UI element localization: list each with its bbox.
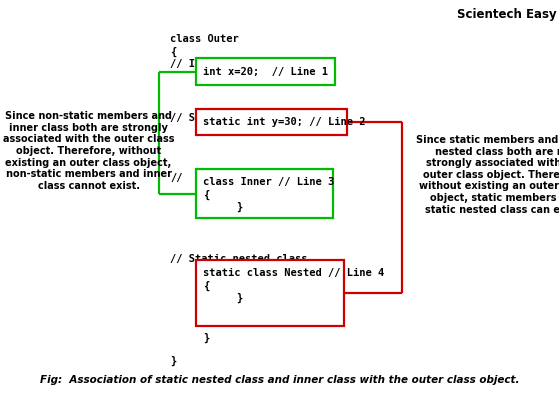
Text: {: { — [170, 47, 177, 57]
Text: Fig:  Association of static nested class and inner class with the outer class ob: Fig: Association of static nested class … — [40, 375, 519, 385]
Text: class Inner // Line 3: class Inner // Line 3 — [203, 177, 334, 187]
Text: Inner class.: Inner class. — [204, 181, 279, 191]
FancyBboxPatch shape — [196, 169, 333, 218]
FancyBboxPatch shape — [196, 58, 335, 85]
Text: static int y=30; // Line 2: static int y=30; // Line 2 — [203, 117, 366, 127]
Text: {: { — [203, 281, 209, 291]
Text: }: } — [212, 202, 244, 212]
Text: int x=20;  // Line 1: int x=20; // Line 1 — [203, 67, 328, 77]
Text: }: } — [170, 355, 177, 366]
FancyBboxPatch shape — [196, 260, 344, 326]
Text: static class Nested // Line 4: static class Nested // Line 4 — [203, 268, 384, 278]
Text: // Instance variable.: // Instance variable. — [170, 59, 302, 69]
Text: // Static nested class.: // Static nested class. — [170, 254, 314, 264]
Text: }: } — [212, 293, 244, 303]
Text: }: } — [203, 332, 209, 343]
Text: Since non-static members and
inner class both are strongly
associated with the o: Since non-static members and inner class… — [3, 111, 174, 191]
Text: Since static members and static
nested class both are not
strongly associated wi: Since static members and static nested c… — [416, 135, 559, 215]
Text: Scientech Easy: Scientech Easy — [457, 8, 556, 21]
FancyBboxPatch shape — [196, 109, 347, 135]
Text: //: // — [170, 173, 183, 183]
Text: // Static variable: // Static variable — [170, 113, 283, 123]
Text: {: { — [203, 190, 209, 200]
Text: class Outer: class Outer — [170, 34, 239, 44]
